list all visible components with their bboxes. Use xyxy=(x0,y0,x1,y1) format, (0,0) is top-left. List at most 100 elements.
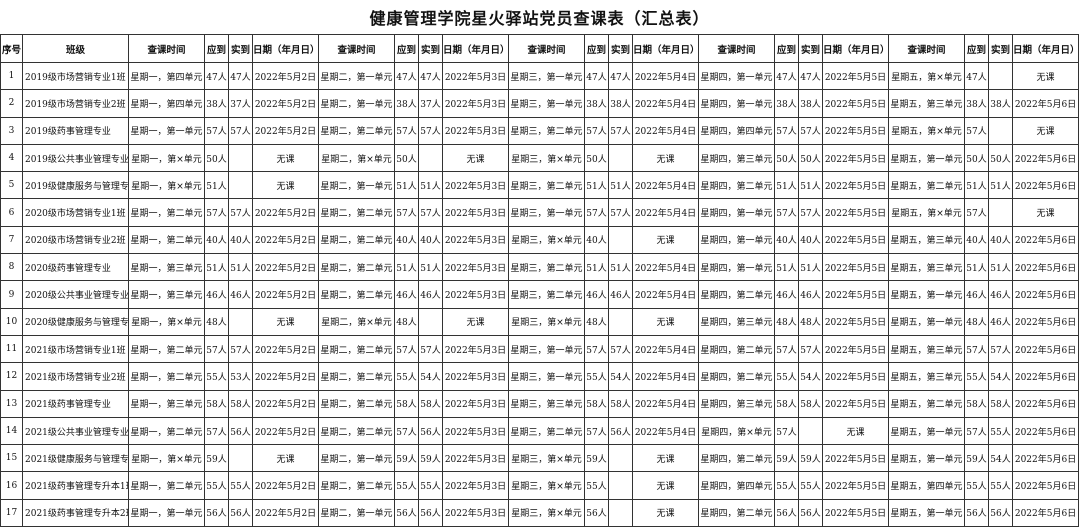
cell: 2022年5月2日 xyxy=(252,362,319,391)
cell: 星期一，第二单元 xyxy=(128,416,205,446)
cell: 55人 xyxy=(394,471,419,500)
data-row: 11 2021级市场营销专业1班 星期一，第二单元 57人 57人 2022年5月2日 星期… xyxy=(0,334,1080,364)
header-cell: 日期（年月日） xyxy=(822,34,889,63)
cell: 星期四，第二单元 xyxy=(698,280,775,309)
cell: 2022年5月3日 xyxy=(442,280,509,309)
cell: 2021级公共事业管理专业 xyxy=(22,416,129,446)
cell: 2022年5月4日 xyxy=(632,171,699,200)
cell: 星期五，第×单元 xyxy=(888,116,965,145)
cell: 星期二，第二单元 xyxy=(318,225,395,255)
cell: 星期一，第一单元 xyxy=(128,498,205,528)
cell: 星期五，第一单元 xyxy=(888,280,965,309)
cell: 47人 xyxy=(228,61,253,91)
cell: 50人 xyxy=(988,143,1013,173)
cell: 2022年5月6日 xyxy=(1011,362,1080,391)
cell: 48人 xyxy=(584,307,609,336)
cell: 2020级市场营销专业2班 xyxy=(22,225,129,255)
cell: 38人 xyxy=(798,89,823,118)
cell: 38人 xyxy=(774,89,799,118)
cell: 14 xyxy=(0,416,23,446)
cell: 40人 xyxy=(584,225,609,255)
cell: 2022年5月6日 xyxy=(1011,471,1080,500)
cell: 2022年5月6日 xyxy=(1011,498,1080,528)
cell: 57人 xyxy=(798,116,823,145)
cell: 星期四，第一单元 xyxy=(698,225,775,255)
cell: 星期五，第二单元 xyxy=(888,389,965,418)
empty-cell xyxy=(988,61,1013,91)
cell: 星期三，第×单元 xyxy=(508,498,585,528)
header-row: 序号 班级 查课时间 应到 实到 日期（年月日） 查课时间 应到 实到 日期（年月日） 查课时间 应到… xyxy=(0,34,1080,63)
cell: 2022年5月2日 xyxy=(252,198,319,227)
cell: 55人 xyxy=(394,362,419,391)
cell: 星期一，第×单元 xyxy=(128,143,205,173)
cell: 星期二，第一单元 xyxy=(318,89,395,118)
cell: 57人 xyxy=(418,198,443,227)
cell: 无课 xyxy=(632,307,699,336)
cell: 54人 xyxy=(988,362,1013,391)
cell: 2022年5月4日 xyxy=(632,253,699,282)
cell: 2019级公共事业管理专业 xyxy=(22,143,129,173)
cell: 6 xyxy=(0,198,23,227)
cell: 2022年5月6日 xyxy=(1011,307,1080,336)
cell: 59人 xyxy=(798,444,823,473)
cell: 无课 xyxy=(252,444,319,473)
cell: 2022年5月6日 xyxy=(1011,444,1080,473)
header-cell: 实到 xyxy=(608,34,633,63)
cell: 40人 xyxy=(394,225,419,255)
cell: 2022年5月3日 xyxy=(442,253,509,282)
cell: 2021级健康服务与管理专业 xyxy=(22,444,129,473)
cell: 2022年5月5日 xyxy=(822,334,889,364)
cell: 50人 xyxy=(964,143,989,173)
cell: 2022年5月4日 xyxy=(632,362,699,391)
cell: 星期三，第×单元 xyxy=(508,225,585,255)
cell: 无课 xyxy=(1011,61,1080,91)
cell: 2022年5月6日 xyxy=(1011,89,1080,118)
cell: 2022年5月2日 xyxy=(252,389,319,418)
cell: 星期一，第二单元 xyxy=(128,362,205,391)
cell: 57人 xyxy=(608,334,633,364)
cell: 51人 xyxy=(988,253,1013,282)
cell: 51人 xyxy=(418,253,443,282)
cell: 48人 xyxy=(798,307,823,336)
cell: 星期三，第×单元 xyxy=(508,143,585,173)
cell: 2022年5月3日 xyxy=(442,116,509,145)
cell: 51人 xyxy=(394,253,419,282)
cell: 57人 xyxy=(418,116,443,145)
cell: 2022年5月3日 xyxy=(442,416,509,446)
cell: 2022年5月4日 xyxy=(632,116,699,145)
cell: 2022年5月5日 xyxy=(822,171,889,200)
cell: 57人 xyxy=(964,198,989,227)
data-row: 16 2021级药事管理专升本1班 星期一，第二单元 55人 55人 2022年5月2日星… xyxy=(0,471,1080,500)
empty-cell xyxy=(418,143,443,173)
cell: 38人 xyxy=(394,89,419,118)
cell: 37人 xyxy=(418,89,443,118)
cell: 2022年5月2日 xyxy=(252,89,319,118)
cell: 星期三，第三单元 xyxy=(508,389,585,418)
cell: 46人 xyxy=(774,280,799,309)
cell: 57人 xyxy=(228,198,253,227)
cell: 55人 xyxy=(774,362,799,391)
cell: 55人 xyxy=(584,362,609,391)
cell: 2022年5月4日 xyxy=(632,280,699,309)
header-cell: 应到 xyxy=(394,34,419,63)
cell: 57人 xyxy=(608,116,633,145)
cell: 46人 xyxy=(798,280,823,309)
cell: 2022年5月6日 xyxy=(1011,334,1080,364)
cell: 51人 xyxy=(418,171,443,200)
cell: 2022年5月5日 xyxy=(822,116,889,145)
cell: 星期五，第三单元 xyxy=(888,89,965,118)
cell: 59人 xyxy=(584,444,609,473)
cell: 56人 xyxy=(228,416,253,446)
cell: 2021级药事管理专升本1班 xyxy=(22,471,129,500)
cell: 星期四，第二单元 xyxy=(698,334,775,364)
cell: 星期四，第二单元 xyxy=(698,498,775,528)
cell: 星期一，第二单元 xyxy=(128,198,205,227)
cell: 无课 xyxy=(632,471,699,500)
header-cell: 应到 xyxy=(774,34,799,63)
cell: 星期三，第一单元 xyxy=(508,61,585,91)
cell: 2022年5月2日 xyxy=(252,498,319,528)
cell: 58人 xyxy=(228,389,253,418)
cell: 40人 xyxy=(774,225,799,255)
cell: 56人 xyxy=(798,498,823,528)
